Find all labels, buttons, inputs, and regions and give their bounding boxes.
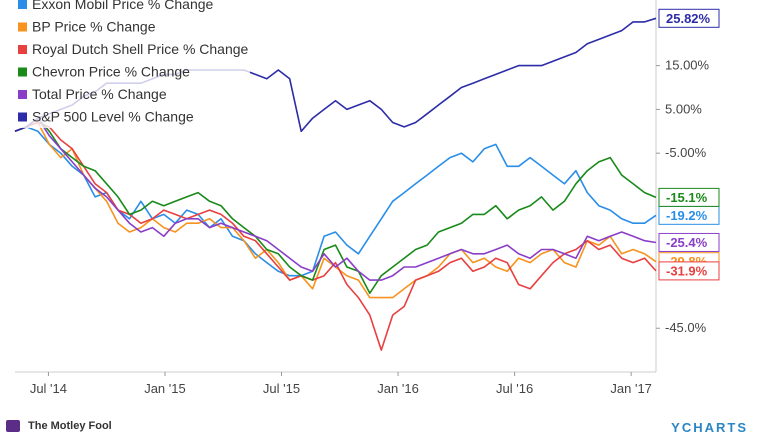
legend-label-2: Royal Dutch Shell Price % Change xyxy=(32,41,249,57)
legend-swatch-5 xyxy=(18,112,27,122)
legend-label-4: Total Price % Change xyxy=(32,86,167,102)
end-label-text: -15.1% xyxy=(666,190,708,205)
y-tick-label: 5.00% xyxy=(665,101,702,116)
footer-left-text: The Motley Fool xyxy=(28,420,112,432)
series-line-2 xyxy=(14,121,657,351)
legend-swatch-1 xyxy=(18,22,27,32)
footer-brand: The Motley Fool xyxy=(6,420,112,433)
end-label-box xyxy=(658,232,720,252)
end-label-0: -19.2% xyxy=(658,205,720,225)
end-label-5: 25.82% xyxy=(658,8,720,28)
end-label-box xyxy=(658,187,720,207)
legend-label-1: BP Price % Change xyxy=(32,19,156,35)
end-label-text: -25.4% xyxy=(666,235,708,250)
end-label-box xyxy=(658,8,720,28)
end-label-3: -15.1% xyxy=(658,187,720,207)
footer: The Motley Fool YCHARTS xyxy=(0,418,764,435)
x-tick-label: Jul '15 xyxy=(263,381,300,396)
legend-label-3: Chevron Price % Change xyxy=(32,64,190,80)
legend-label-5: S&P 500 Level % Change xyxy=(32,109,194,125)
legend-swatch-0 xyxy=(18,0,27,9)
legend-label-0: Exxon Mobil Price % Change xyxy=(32,0,214,12)
end-label-text: 25.82% xyxy=(666,11,711,26)
series-line-0 xyxy=(14,126,657,277)
legend-swatch-3 xyxy=(18,67,27,77)
y-tick-label: -45.0% xyxy=(665,320,707,335)
end-label-2: -31.9% xyxy=(658,261,720,281)
legend-swatch-2 xyxy=(18,45,27,54)
series-line-3 xyxy=(14,117,657,295)
x-tick-label: Jan '17 xyxy=(610,381,652,396)
legend-swatch-4 xyxy=(18,90,27,99)
series-line-1 xyxy=(14,121,657,299)
x-tick-label: Jul '14 xyxy=(30,381,67,396)
end-label-text: -19.2% xyxy=(666,208,708,223)
y-tick-label: -5.00% xyxy=(665,145,707,160)
end-label-box xyxy=(658,261,720,281)
legend-background xyxy=(14,0,250,128)
end-label-text: -31.9% xyxy=(666,263,708,278)
end-label-4: -25.4% xyxy=(658,232,720,252)
x-tick-label: Jan '15 xyxy=(144,381,186,396)
x-tick-label: Jul '16 xyxy=(496,381,533,396)
motley-fool-logo-icon xyxy=(6,420,20,433)
series-line-4 xyxy=(14,117,657,281)
x-tick-label: Jan '16 xyxy=(377,381,419,396)
ycharts-brand: YCHARTS xyxy=(671,420,748,435)
y-tick-label: 15.00% xyxy=(665,58,710,73)
